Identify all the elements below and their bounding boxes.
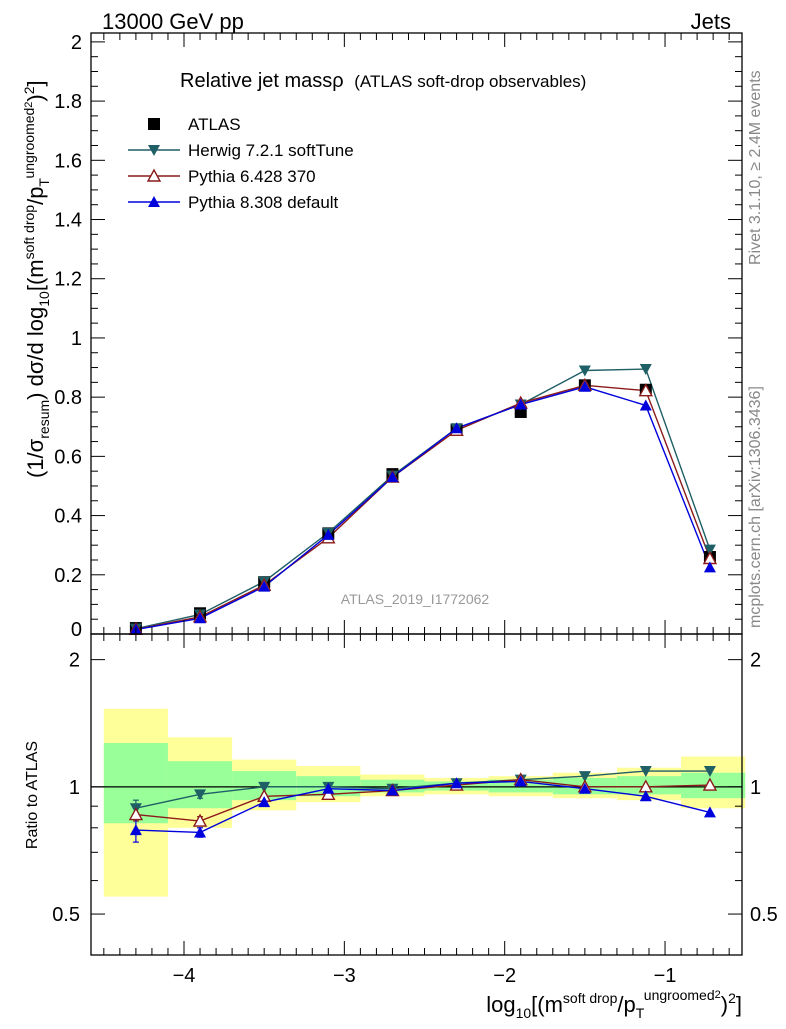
y-tick-label-main-1: 0.2: [54, 565, 82, 587]
legend-label-pythia-6-428-370: Pythia 6.428 370: [188, 167, 316, 186]
ratio-y-label: Ratio to ATLAS: [24, 741, 41, 849]
chart-title: Relative jet massρ (ATLAS soft-drop obse…: [180, 70, 586, 92]
legend-marker-herwig-7-2-1-softtune: [148, 145, 160, 156]
rivet-label: Rivet 3.1.10, ≥ 2.4M events: [747, 70, 764, 265]
band-green-8: [616, 776, 682, 795]
x-tick-label-3: −1: [654, 965, 677, 987]
main-point-pythia-8-308-default-2: [258, 580, 271, 592]
y-tick-label-main-3: 0.6: [54, 446, 82, 468]
ratio-point-pythia-8-308-default-9: [703, 806, 716, 818]
ratio-point-pythia-8-308-default-2: [258, 796, 271, 808]
main-point-herwig-7-2-1-softtune-9: [703, 544, 716, 556]
ratio-point-herwig-7-2-1-softtune-1: [194, 789, 207, 801]
ratio-point-pythia-8-308-default-1: [194, 826, 207, 838]
legend: ATLAS Herwig 7.2.1 softTune Pythia 6.428 3…: [128, 115, 354, 212]
axis-ticks: [91, 33, 742, 956]
main-point-pythia-8-308-default-6: [514, 398, 527, 410]
header-left: 13000 GeV pp: [102, 9, 244, 34]
ratio-point-herwig-7-2-1-softtune-7: [578, 771, 591, 783]
ratio-point-pythia-8-308-default-5: [450, 777, 463, 789]
ratio-point-pythia-6-428-370-9: [702, 777, 718, 791]
y-tick-label-main-6: 1.2: [54, 269, 82, 291]
ratio-line-herwig-7-2-1-softtune: [135, 770, 710, 809]
main-point-herwig-7-2-1-softtune-7: [578, 365, 591, 377]
main-point-pythia-6-428-370-8: [638, 383, 653, 397]
plot-frames: [90, 32, 743, 956]
ratio-point-pythia-6-428-370-1: [192, 813, 208, 827]
y-tick-label-ratio-left-1: 1: [69, 777, 80, 799]
main-point-pythia-8-308-default-5: [450, 422, 463, 434]
x-axis-label: log10[(msoft drop/pTungroomed2)2]: [486, 987, 742, 1021]
main-line-pythia-6-428-370: [135, 384, 711, 630]
ratio-point-pythia-8-308-default-3: [322, 782, 335, 794]
x-tick-label-0: −4: [173, 965, 196, 987]
ratio-point-herwig-7-2-1-softtune-9: [703, 766, 716, 778]
chart-title-sub: (ATLAS soft-drop observables): [354, 72, 586, 91]
y-tick-label-ratio-right-2: 2: [750, 650, 761, 672]
main-point-pythia-8-308-default-7: [578, 380, 591, 392]
ratio-point-herwig-7-2-1-softtune-2: [258, 781, 271, 793]
main-point-pythia-8-308-default-3: [322, 528, 335, 540]
header-right: Jets: [691, 9, 731, 34]
series-markers: [128, 364, 718, 838]
ratio-line-pythia-8-308-default: [135, 780, 711, 834]
ratio-line-pythia-6-428-370: [135, 778, 710, 822]
main-point-herwig-7-2-1-softtune-8: [639, 364, 652, 376]
main-point-pythia-8-308-default-4: [386, 471, 399, 483]
legend-marker-pythia-6-428-370: [146, 168, 162, 182]
band-green-1: [167, 761, 233, 809]
y-tick-label-ratio-left-0: 0.5: [52, 904, 80, 926]
ratio-point-pythia-6-428-370-0: [128, 807, 144, 821]
main-point-pythia-8-308-default-9: [703, 561, 716, 573]
y-tick-label-main-9: 1.8: [54, 91, 82, 113]
analysis-label: ATLAS_2019_I1772062: [341, 591, 490, 607]
main-point-pythia-8-308-default-8: [639, 399, 652, 411]
ratio-point-pythia-8-308-default-6: [514, 775, 527, 787]
y-axis-label: (1/σresum) dσ/d log10[(msoft drop/pTungr…: [21, 80, 52, 478]
mcplots-label: mcplots.cern.ch [arXiv:1306.3436]: [747, 386, 764, 628]
y-tick-label-ratio-right-1: 1: [750, 777, 761, 799]
y-tick-label-main-0: 0: [71, 619, 82, 641]
ratio-point-pythia-6-428-370-3: [321, 786, 336, 801]
ratio-point-pythia-8-308-default-4: [386, 784, 399, 796]
main-line-herwig-7-2-1-softtune: [135, 368, 711, 630]
legend-marker-atlas: [148, 118, 160, 130]
y-tick-label-ratio-left-2: 2: [69, 650, 80, 672]
legend-label-pythia-8-308-default: Pythia 8.308 default: [188, 193, 339, 212]
ratio-point-pythia-8-308-default-8: [639, 790, 652, 802]
y-tick-label-main-2: 0.4: [54, 506, 82, 528]
y-tick-label-main-8: 1.6: [54, 150, 82, 172]
ratio-point-herwig-7-2-1-softtune-8: [639, 766, 652, 778]
legend-marker-pythia-8-308-default: [148, 196, 160, 207]
ratio-point-pythia-8-308-default-0: [129, 824, 142, 836]
legend-label-atlas: ATLAS: [188, 115, 241, 134]
y-tick-label-main-10: 2: [71, 32, 82, 54]
chart-title-main: Relative jet massρ: [180, 70, 344, 92]
main-line-pythia-8-308-default: [135, 386, 711, 631]
main-point-pythia-8-308-default-1: [194, 612, 207, 624]
x-tick-label-1: −3: [333, 965, 356, 987]
tick-labels: −4 −3 −2 −1 0 0.2 0.4 0.6 0.8 1 1.2 1.4 1.6 1.8 2 0.5 0.…: [52, 32, 778, 987]
y-tick-label-ratio-right-0: 0.5: [750, 904, 778, 926]
ratio-frame: [90, 633, 743, 956]
x-tick-label-2: −2: [493, 965, 516, 987]
legend-label-herwig-7-2-1-softtune: Herwig 7.2.1 softTune: [188, 141, 354, 160]
y-tick-label-main-7: 1.4: [54, 210, 82, 232]
y-tick-label-main-5: 1: [71, 328, 82, 350]
uncertainty-bands: [103, 708, 746, 897]
y-tick-label-main-4: 0.8: [54, 387, 82, 409]
series-lines: [135, 368, 711, 834]
ratio-point-pythia-8-308-default-7: [578, 782, 591, 794]
